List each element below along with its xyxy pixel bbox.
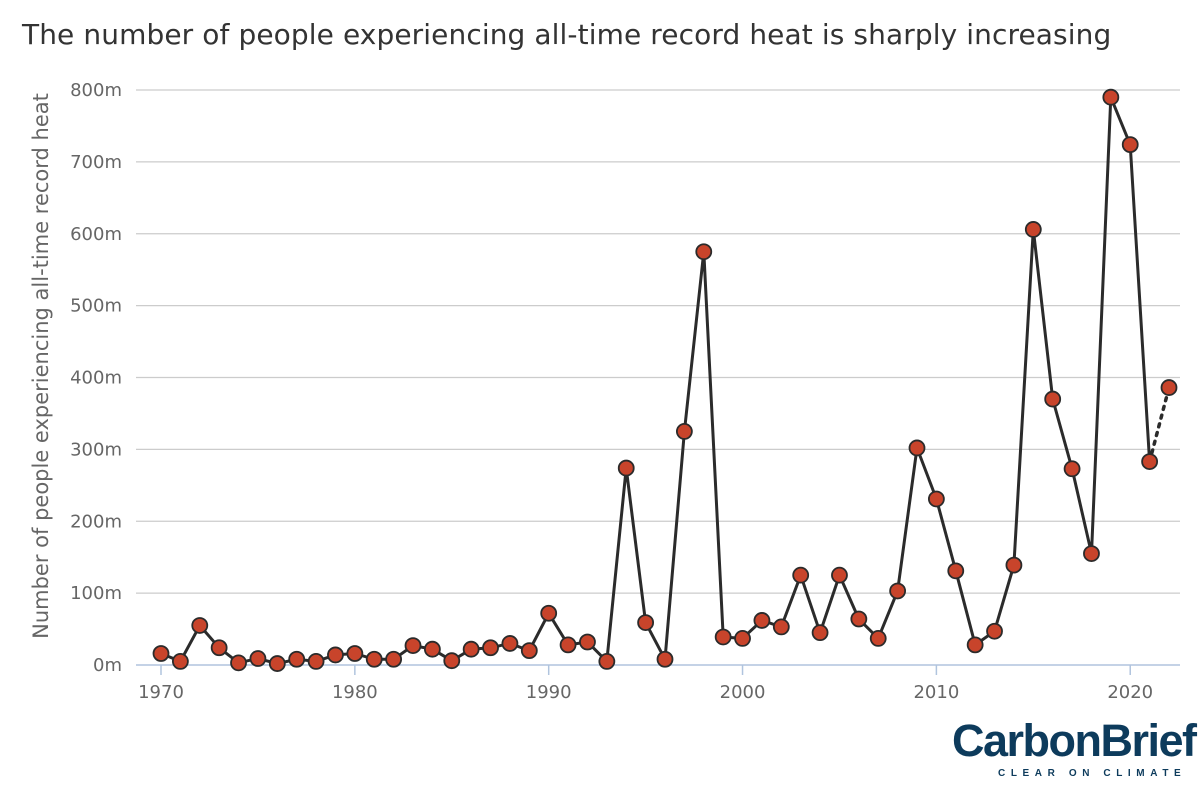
data-point	[753, 612, 771, 629]
x-tick-label: 2000	[720, 682, 766, 703]
data-point	[966, 636, 984, 654]
data-point	[908, 439, 926, 457]
y-tick-label: 400m	[70, 368, 122, 389]
x-axis-tick-labels: 1970 1980 1990 2000 2010 2020	[138, 682, 1153, 703]
data-point	[811, 624, 829, 642]
data-point	[947, 562, 965, 580]
data-point	[191, 617, 209, 634]
data-point	[675, 423, 693, 440]
data-point	[307, 653, 325, 670]
y-axis-tick-labels: 0m 100m 200m 300m 400m 500m 600m 700m 800m	[70, 80, 122, 676]
data-point	[656, 650, 674, 668]
data-point	[831, 566, 848, 584]
data-point	[1005, 556, 1023, 574]
data-point	[365, 650, 383, 668]
data-point	[1141, 453, 1159, 470]
data-point	[423, 640, 441, 658]
series-lines	[160, 96, 1171, 666]
data-point	[1102, 88, 1120, 106]
y-tick-label: 0m	[93, 655, 122, 676]
data-point	[385, 650, 403, 668]
data-point	[1121, 136, 1139, 154]
x-tick-label: 1970	[138, 682, 184, 703]
data-point	[230, 654, 247, 672]
data-point	[869, 630, 887, 647]
x-tick-label: 1980	[332, 682, 378, 703]
data-point	[850, 610, 868, 628]
data-point	[327, 646, 344, 664]
data-point	[171, 653, 189, 670]
series-points	[152, 88, 1178, 672]
data-point	[443, 652, 461, 670]
logo-tagline: CLEAR ON CLIMATE	[998, 768, 1187, 779]
series-line	[160, 96, 1152, 666]
x-tick-label: 2020	[1107, 682, 1153, 703]
y-tick-label: 200m	[70, 511, 122, 532]
data-point	[1044, 390, 1062, 408]
data-point	[792, 566, 810, 584]
data-point	[1160, 379, 1178, 396]
data-point	[520, 642, 538, 660]
x-tick-label: 1990	[526, 682, 572, 703]
data-point	[559, 636, 577, 654]
data-point	[346, 645, 364, 662]
data-point	[695, 243, 713, 261]
data-point	[288, 650, 306, 668]
data-point	[249, 650, 267, 667]
x-tick-label: 2010	[913, 682, 959, 703]
data-point	[210, 639, 228, 657]
data-point	[540, 604, 558, 622]
data-point	[734, 630, 751, 647]
data-point	[598, 653, 616, 670]
y-tick-label: 100m	[70, 583, 122, 604]
chart-title: The number of people experiencing all-ti…	[22, 18, 1112, 51]
data-point	[1083, 545, 1100, 562]
data-point	[482, 639, 499, 657]
data-point	[1024, 221, 1042, 238]
series-line-dotted	[1147, 385, 1171, 464]
data-point	[927, 490, 945, 508]
y-tick-label: 500m	[70, 296, 122, 317]
data-point	[637, 614, 655, 631]
data-point	[1063, 460, 1081, 478]
logo-wordmark: CarbonBrief	[952, 715, 1197, 766]
data-point	[889, 582, 907, 600]
data-point	[501, 635, 519, 652]
data-point	[986, 622, 1003, 640]
y-tick-label: 700m	[70, 152, 122, 173]
y-tick-label: 300m	[70, 439, 122, 460]
data-point	[152, 645, 170, 662]
carbonbrief-logo: CarbonBrief CLEAR ON CLIMATE	[952, 715, 1197, 784]
data-point	[462, 640, 480, 658]
y-tick-label: 800m	[70, 80, 122, 101]
gridlines	[136, 89, 1180, 594]
data-point	[268, 655, 286, 672]
data-point	[404, 637, 422, 654]
y-tick-label: 600m	[70, 224, 122, 245]
y-axis-label: Number of people experiencing all-time r…	[29, 93, 53, 639]
data-point	[617, 459, 635, 477]
data-point	[579, 633, 596, 651]
data-point	[714, 628, 732, 646]
data-point	[772, 618, 790, 636]
